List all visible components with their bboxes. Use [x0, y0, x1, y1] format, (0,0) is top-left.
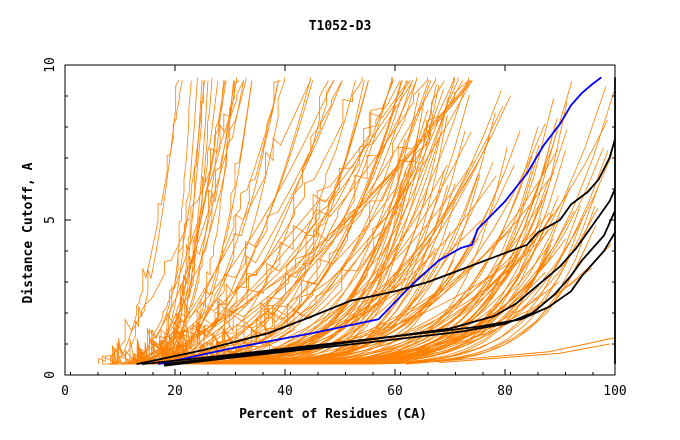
series-line-3 — [163, 188, 616, 365]
background-model-curve — [159, 80, 253, 365]
background-model-curve — [134, 80, 240, 365]
background-model-curve — [120, 80, 414, 365]
background-model-curve — [160, 80, 219, 365]
series-line-1 — [158, 76, 602, 365]
y-tick-label: 0 — [43, 371, 58, 379]
series-line-5 — [141, 231, 616, 365]
series-layer — [136, 76, 616, 367]
background-model-curve — [106, 80, 343, 365]
series-line-4 — [163, 210, 616, 367]
background-model-curve — [170, 89, 444, 365]
x-tick-label: 60 — [387, 384, 403, 399]
series-line-2 — [136, 139, 616, 365]
background-model-curve — [438, 343, 610, 364]
x-tick-label: 40 — [277, 384, 293, 399]
y-tick-label: 5 — [43, 216, 58, 224]
background-model-curve — [133, 80, 401, 365]
x-tick-label: 0 — [61, 384, 69, 399]
background-model-curve — [405, 337, 616, 365]
background-model-curve — [98, 80, 244, 365]
x-tick-label: 100 — [603, 384, 626, 399]
background-model-curve — [162, 80, 432, 365]
background-model-curve — [150, 77, 363, 365]
y-tick-label: 10 — [43, 57, 58, 73]
background-model-curve — [142, 80, 411, 365]
x-tick-label: 20 — [167, 384, 183, 399]
chart-title: T1052-D3 — [309, 19, 372, 34]
background-model-curve — [110, 80, 180, 365]
background-model-curve — [154, 80, 314, 365]
background-model-curve — [143, 129, 568, 365]
background-model-curve — [127, 80, 413, 365]
x-axis-label: Percent of Residues (CA) — [239, 407, 427, 422]
background-model-curve — [118, 80, 473, 365]
y-axis-label: Distance Cutoff, A — [21, 162, 36, 303]
axes-layer: 0 20 40 60 80 100 0 5 10 — [43, 57, 627, 399]
background-model-curve — [163, 80, 206, 365]
background-model-curve — [115, 80, 183, 365]
x-tick-label: 80 — [497, 384, 513, 399]
